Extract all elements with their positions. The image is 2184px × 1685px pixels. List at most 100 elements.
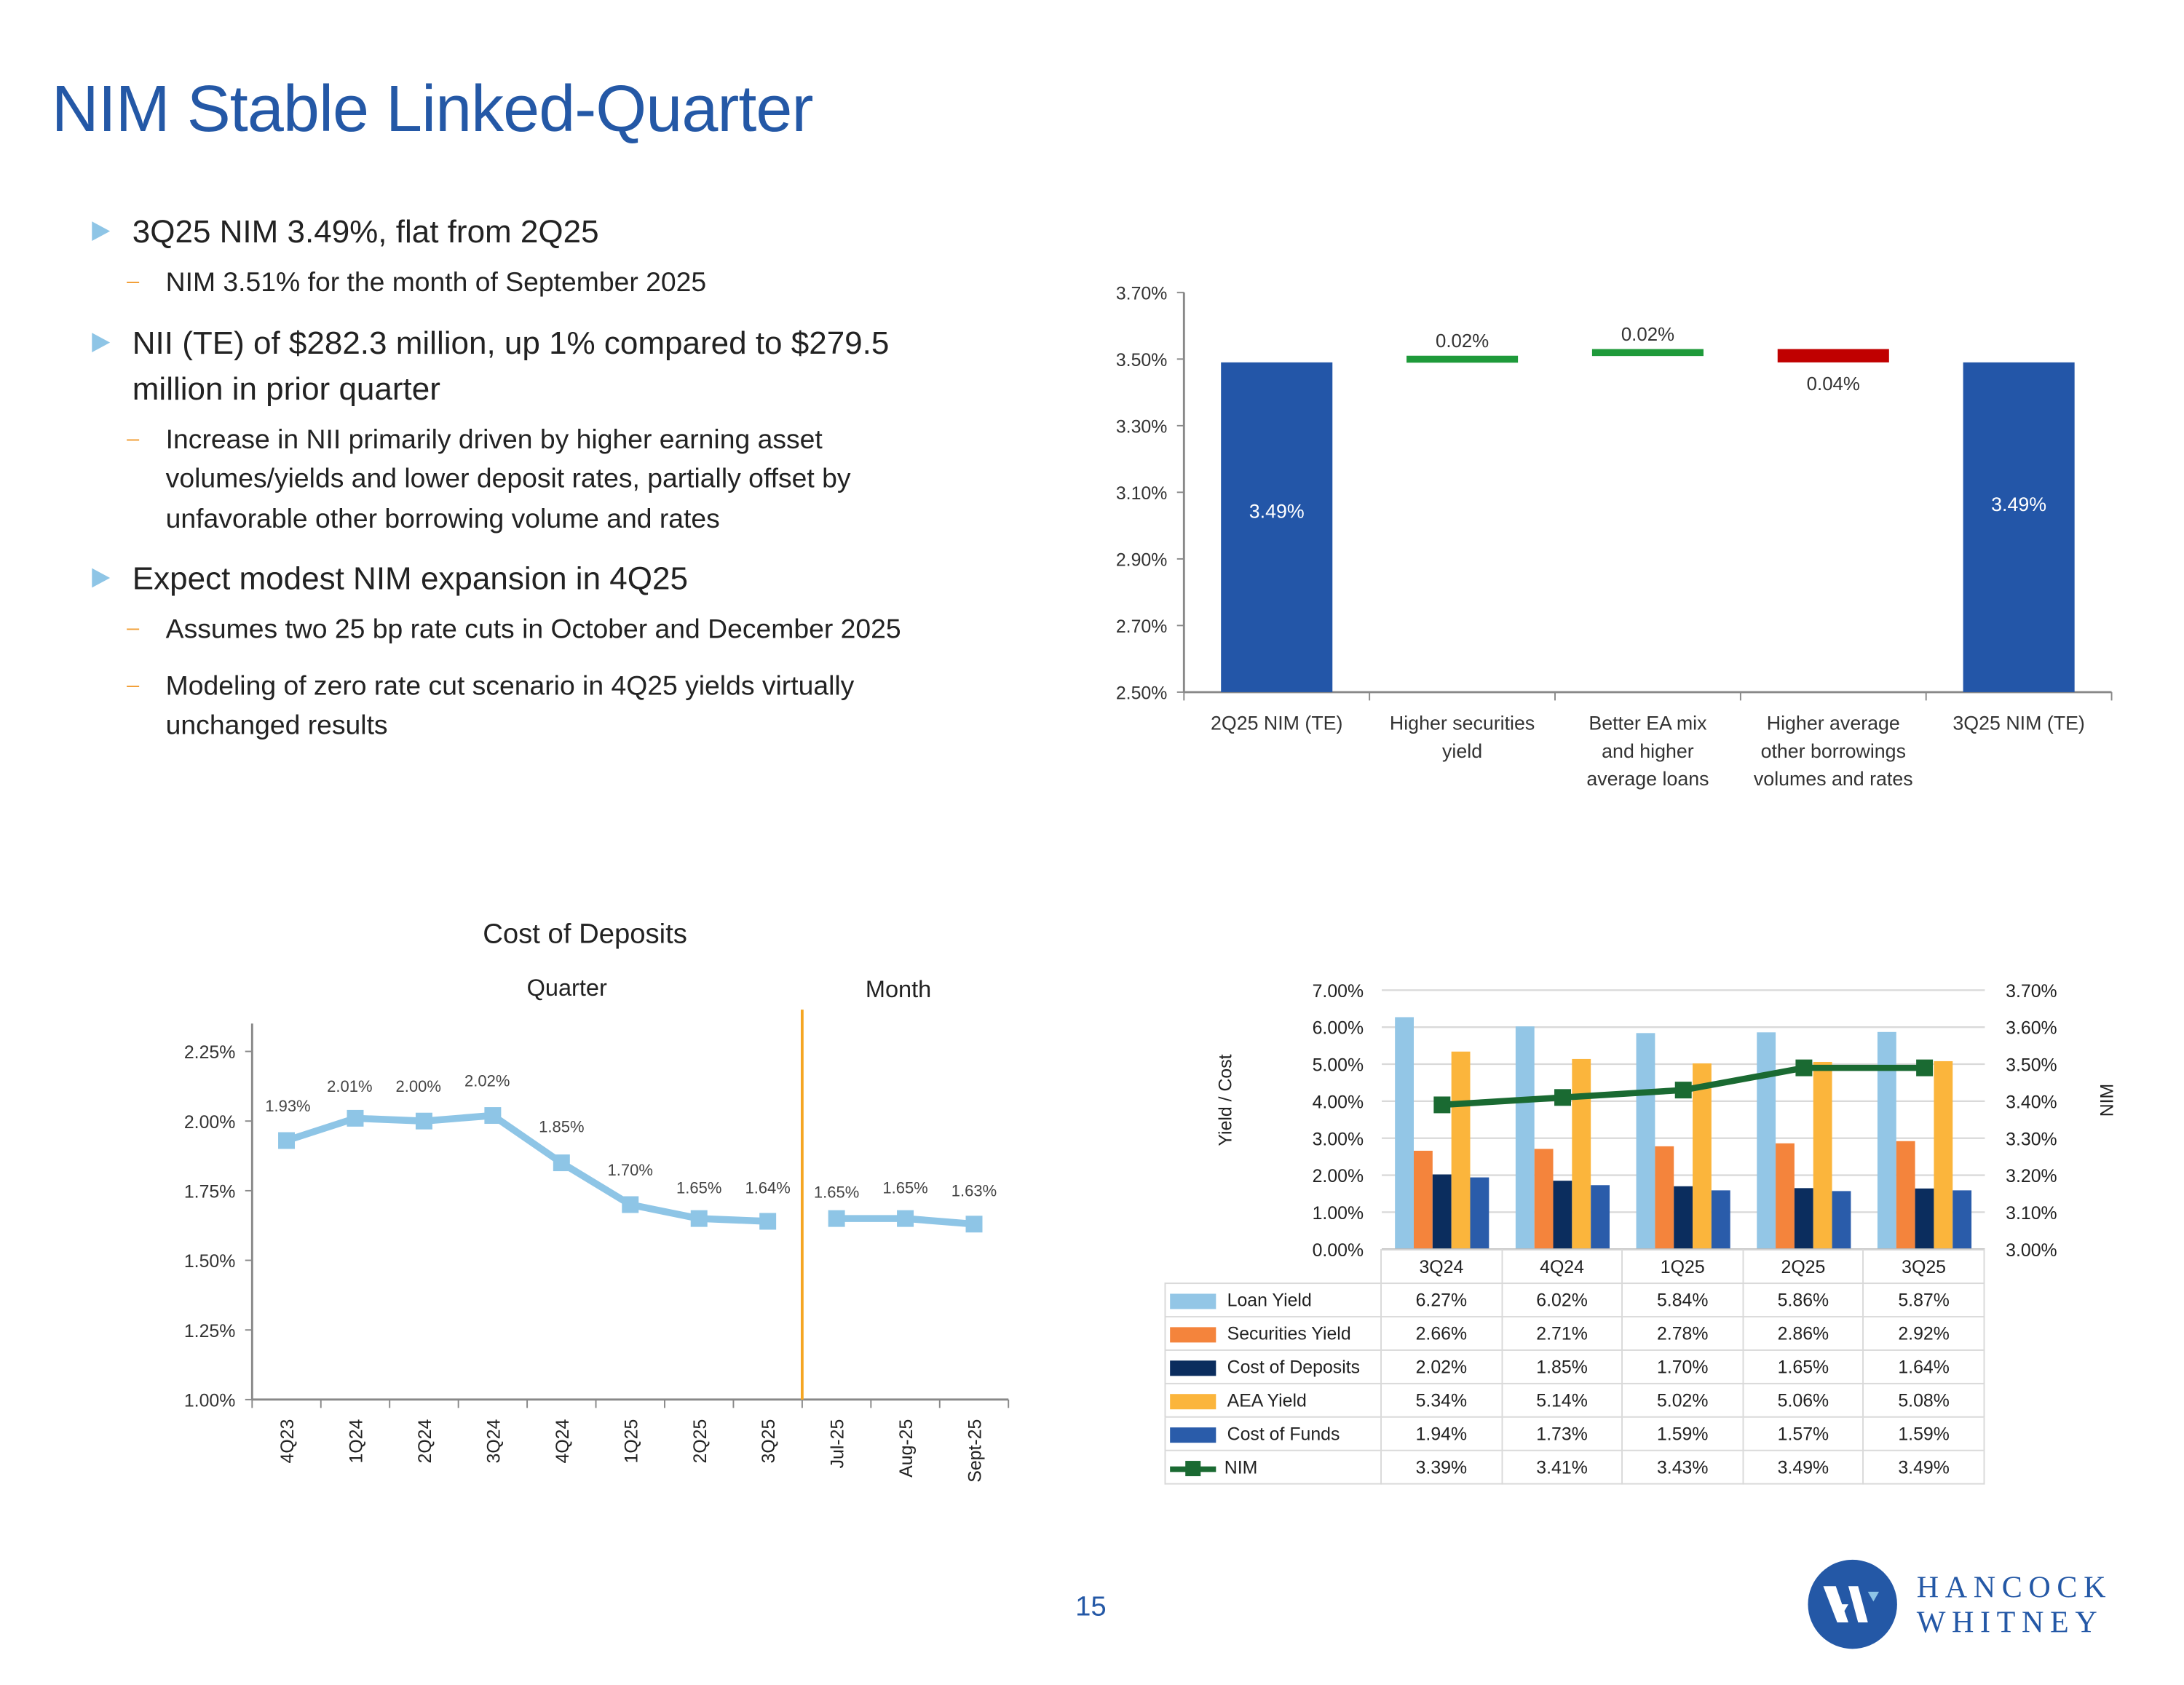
bar-increase (1591, 349, 1704, 357)
y2-tick-label: 3.30% (2006, 1129, 2057, 1149)
y-tick-label: 4.00% (1313, 1092, 1364, 1112)
data-point (897, 1210, 914, 1227)
y-tick-label: 2.70% (1116, 616, 1168, 637)
bar-aea-yield (1451, 1051, 1471, 1250)
x-category-label: 4Q24 (553, 1419, 573, 1463)
legend-marker-icon (1185, 1460, 1201, 1476)
x-category-label: Sept-25 (965, 1419, 986, 1483)
bar-increase (1406, 355, 1519, 363)
bullet-text: 3Q25 NIM 3.49%, flat from 2Q25 (132, 213, 599, 250)
bar-securities-yield (1655, 1146, 1674, 1250)
data-label: 1.93% (265, 1097, 310, 1115)
y2-tick-label: 3.60% (2006, 1018, 2057, 1039)
data-label: 1.70% (608, 1161, 653, 1179)
x-category-label: Better EA mix (1588, 713, 1707, 734)
sub-bullet: – Modeling of zero rate cut scenario in 4… (92, 667, 946, 746)
sub-bullet-text: Assumes two 25 bp rate cuts in October a… (165, 614, 901, 645)
section-label-quarter: Quarter (527, 975, 607, 1001)
x-category-label: volumes and rates (1754, 768, 1913, 790)
y2-tick-label: 3.10% (2006, 1203, 2057, 1224)
bullet-list: 3Q25 NIM 3.49%, flat from 2Q25 – NIM 3.51… (92, 209, 984, 763)
bar-cost-of-funds (1591, 1185, 1610, 1250)
y-tick-label: 3.00% (1313, 1129, 1364, 1149)
section-label-month: Month (866, 976, 931, 1002)
table-corner (1165, 1250, 1381, 1283)
sub-bullet-text: NIM 3.51% for the month of September 202… (165, 267, 707, 298)
legend-swatch-icon (1170, 1394, 1216, 1410)
data-label: 1.64% (745, 1179, 790, 1197)
data-point (347, 1109, 364, 1127)
legend-cell: NIM (1164, 1449, 1382, 1485)
y-tick-label: 2.50% (1116, 683, 1168, 703)
bar-cost-of-deposits (1674, 1186, 1693, 1250)
legend-label: AEA Yield (1227, 1389, 1307, 1411)
data-label: 3.49% (1991, 493, 2046, 515)
y-tick-label: 2.00% (1313, 1166, 1364, 1186)
legend-swatch-icon (1170, 1327, 1216, 1343)
x-category-label: and higher (1602, 740, 1694, 762)
nim-data-point (1674, 1082, 1692, 1099)
x-category-label: other borrowings (1761, 740, 1906, 762)
data-label: 2.02% (464, 1071, 510, 1090)
x-category-label: 2Q25 NIM (TE) (1211, 713, 1342, 734)
bar-total (1963, 362, 2075, 692)
sub-bullet: – Assumes two 25 bp rate cuts in October … (92, 610, 984, 650)
table-cell: 3.49% (1862, 1449, 1985, 1485)
data-label: 1.85% (539, 1118, 584, 1136)
y-axis-title: Yield / Cost (1215, 1054, 1235, 1146)
table-cell: 2.02% (1380, 1349, 1503, 1384)
bar-cost-of-funds (1952, 1190, 1972, 1250)
table-cell: 5.02% (1621, 1382, 1744, 1418)
bar-cost-of-deposits (1915, 1188, 1934, 1250)
x-category-label: Jul-25 (828, 1419, 848, 1469)
table-cell: 1.59% (1621, 1416, 1744, 1451)
legend-swatch-icon (1170, 1427, 1216, 1443)
data-label: 0.02% (1436, 331, 1489, 352)
bar-aea-yield (1693, 1063, 1712, 1250)
x-category-label: Higher securities (1390, 713, 1535, 734)
dash-bullet-icon: – (127, 616, 140, 641)
data-label: 2.00% (396, 1077, 441, 1095)
bar-total (1221, 362, 1333, 692)
x-category-label: Aug-25 (896, 1419, 917, 1478)
table-column-header: 4Q24 (1500, 1249, 1623, 1285)
sub-bullet: – NIM 3.51% for the month of September 20… (92, 263, 984, 304)
bar-cost-of-deposits (1553, 1181, 1572, 1250)
bar-loan-yield (1395, 1017, 1414, 1250)
y-tick-label: 3.50% (1116, 350, 1168, 370)
y-tick-label: 1.00% (1313, 1203, 1364, 1224)
bullet-text: Expect modest NIM expansion in 4Q25 (132, 560, 688, 596)
bar-aea-yield (1813, 1061, 1832, 1250)
table-cell: 1.65% (1742, 1349, 1864, 1384)
bullet: 3Q25 NIM 3.49%, flat from 2Q25 (92, 209, 982, 255)
y-tick-label: 5.00% (1313, 1055, 1364, 1076)
y-tick-label: 1.25% (184, 1321, 236, 1341)
legend-label: NIM (1224, 1456, 1258, 1478)
bar-securities-yield (1534, 1149, 1554, 1250)
bar-securities-yield (1413, 1150, 1433, 1250)
data-label: 3.49% (1249, 501, 1305, 523)
table-cell: 1.59% (1862, 1416, 1985, 1451)
table-column-header: 3Q24 (1380, 1249, 1503, 1285)
table-cell: 3.39% (1380, 1449, 1503, 1485)
table-cell: 5.34% (1380, 1382, 1503, 1418)
table-cell: 6.02% (1500, 1282, 1623, 1317)
table-row: Securities Yield 2.66% 2.71% 2.78% 2.86% 2.92… (1164, 1316, 1985, 1351)
bar-cost-of-deposits (1794, 1188, 1813, 1250)
sub-bullet-text: Increase in NII primarily driven by high… (165, 424, 851, 534)
data-label: 1.63% (951, 1182, 997, 1200)
yield-cost-combo-chart: 0.00% 3.00% 1.00% 3.10% 2.00% 3.20% 3.00% 3.30%… (1215, 981, 2117, 1261)
data-point (278, 1132, 296, 1149)
x-category-label: 3Q24 (483, 1419, 504, 1463)
table-cell: 2.78% (1621, 1316, 1744, 1351)
bar-cost-of-deposits (1432, 1174, 1452, 1250)
sub-bullet-text: Modeling of zero rate cut scenario in 4Q… (165, 670, 855, 741)
chart-title: Cost of Deposits (483, 918, 687, 949)
data-label: 1.65% (814, 1183, 859, 1201)
data-point (828, 1210, 845, 1227)
page-number: 15 (1075, 1591, 1107, 1622)
table-cell: 2.71% (1500, 1316, 1623, 1351)
bar-cost-of-funds (1470, 1177, 1489, 1250)
